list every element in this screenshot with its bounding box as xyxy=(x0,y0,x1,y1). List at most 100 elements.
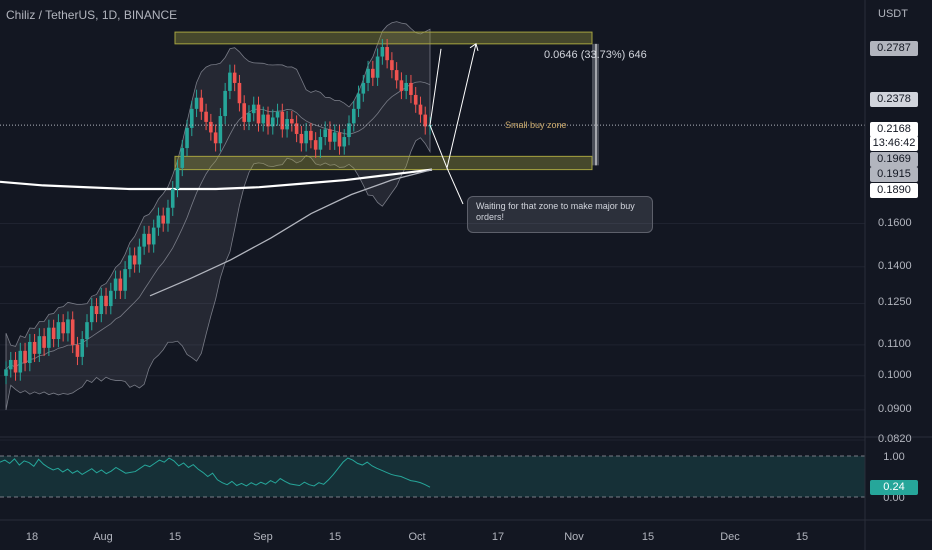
projection-arrow-alt xyxy=(429,48,442,126)
candle-body xyxy=(409,82,413,95)
candle-body xyxy=(251,104,256,114)
candle-body xyxy=(99,295,104,315)
bollinger-mid xyxy=(5,81,431,370)
osc-lower-label: 0.00 xyxy=(883,492,905,504)
price-tick-label: 0.0820 xyxy=(878,433,912,445)
time-tick-label: Oct xyxy=(408,531,426,543)
candle-body xyxy=(232,72,237,83)
time-tick-label: 15 xyxy=(795,531,809,543)
candle-body xyxy=(70,319,75,345)
candle-body xyxy=(75,344,80,357)
candle-body xyxy=(56,322,61,340)
candle-body xyxy=(89,306,94,323)
candle-body xyxy=(309,130,313,141)
candle-body xyxy=(194,97,199,109)
note-box[interactable]: Waiting for that zone to make major buy … xyxy=(467,196,653,233)
time-tick-label: 15 xyxy=(328,531,342,543)
candle-body xyxy=(332,132,337,142)
note-pointer xyxy=(446,167,464,205)
candle-body xyxy=(361,82,366,94)
candle-body xyxy=(209,121,213,133)
time-tick-label: 15 xyxy=(641,531,655,543)
candle-body xyxy=(142,233,146,247)
price-badge: 0.1969 xyxy=(870,152,918,167)
price-tick-label: 0.1600 xyxy=(878,216,912,229)
candle-body xyxy=(318,137,323,150)
time-tick-label: Nov xyxy=(564,531,584,543)
candle-body xyxy=(85,322,89,340)
time-tick-label: 18 xyxy=(25,531,39,543)
candle-body xyxy=(223,90,227,117)
candle-body xyxy=(266,114,270,127)
candle-body xyxy=(285,118,289,130)
candle-body xyxy=(280,111,285,130)
candle-body xyxy=(218,116,223,144)
osc-band-fill xyxy=(0,456,865,497)
candle-body xyxy=(161,215,166,224)
time-tick-label: Sep xyxy=(253,531,273,543)
candle-body xyxy=(270,117,275,127)
candle-body xyxy=(109,290,113,307)
candle-body xyxy=(42,336,46,348)
candle-body xyxy=(199,97,204,112)
currency-unit: USDT xyxy=(878,8,908,20)
candle-body xyxy=(351,108,356,124)
candle-body xyxy=(151,227,156,245)
projection-arrow xyxy=(429,43,477,170)
chart-title: Chiliz / TetherUS, 1D, BINANCE xyxy=(6,8,178,22)
candle-body xyxy=(94,306,99,315)
candle-body xyxy=(175,167,180,190)
zone-label: Small buy zone xyxy=(505,120,567,130)
candle-body xyxy=(18,350,23,373)
candle-body xyxy=(390,60,394,71)
candle-body xyxy=(180,148,185,168)
candle-body xyxy=(342,137,347,147)
candle-body xyxy=(375,56,380,78)
price-badge: 0.1890 xyxy=(870,183,918,198)
candle-body xyxy=(51,327,56,340)
candle-body xyxy=(247,113,251,122)
candle-body xyxy=(290,118,294,124)
measure-label: 0.0646 (33.73%) 646 xyxy=(544,49,647,61)
zone-buy-zone xyxy=(174,155,593,171)
candle-body xyxy=(123,269,127,291)
candle-body xyxy=(156,215,161,228)
price-tick-label: 0.1400 xyxy=(878,259,912,272)
candle-body xyxy=(204,111,208,122)
time-tick-label: 15 xyxy=(168,531,182,543)
candle-body xyxy=(28,341,32,364)
candle-body xyxy=(66,319,70,334)
oscillator-line xyxy=(0,457,431,488)
price-badge: 0.2378 xyxy=(870,92,918,107)
osc-current-badge: 0.24 xyxy=(870,480,918,495)
candle-body xyxy=(147,233,151,245)
candle-body xyxy=(294,123,299,134)
candle-body xyxy=(228,72,232,91)
price-tick-label: 0.1250 xyxy=(878,296,912,309)
candle-body xyxy=(366,68,370,83)
price-tick-label: 0.0900 xyxy=(878,402,912,415)
candle-body xyxy=(337,132,342,147)
candle-body xyxy=(380,46,385,57)
price-tick-label: 0.1000 xyxy=(878,368,912,381)
candle-body xyxy=(32,341,37,354)
candle-body xyxy=(328,129,332,142)
candle-body xyxy=(13,359,18,373)
candle-body xyxy=(385,46,389,61)
candle-body xyxy=(8,359,13,370)
osc-upper-label: 1.00 xyxy=(883,451,905,463)
time-tick-label: 17 xyxy=(491,531,505,543)
candle-body xyxy=(261,114,266,124)
zone-resistance xyxy=(174,31,593,45)
candle-body xyxy=(137,246,142,265)
bollinger-band xyxy=(5,21,431,411)
candle-body xyxy=(185,127,189,149)
ma-100-line xyxy=(149,168,433,297)
candle-body xyxy=(242,103,247,122)
candle-body xyxy=(323,129,327,138)
candle-body xyxy=(189,108,194,128)
candle-body xyxy=(4,369,8,376)
candle-body xyxy=(118,278,123,291)
arrow-head xyxy=(469,43,479,51)
